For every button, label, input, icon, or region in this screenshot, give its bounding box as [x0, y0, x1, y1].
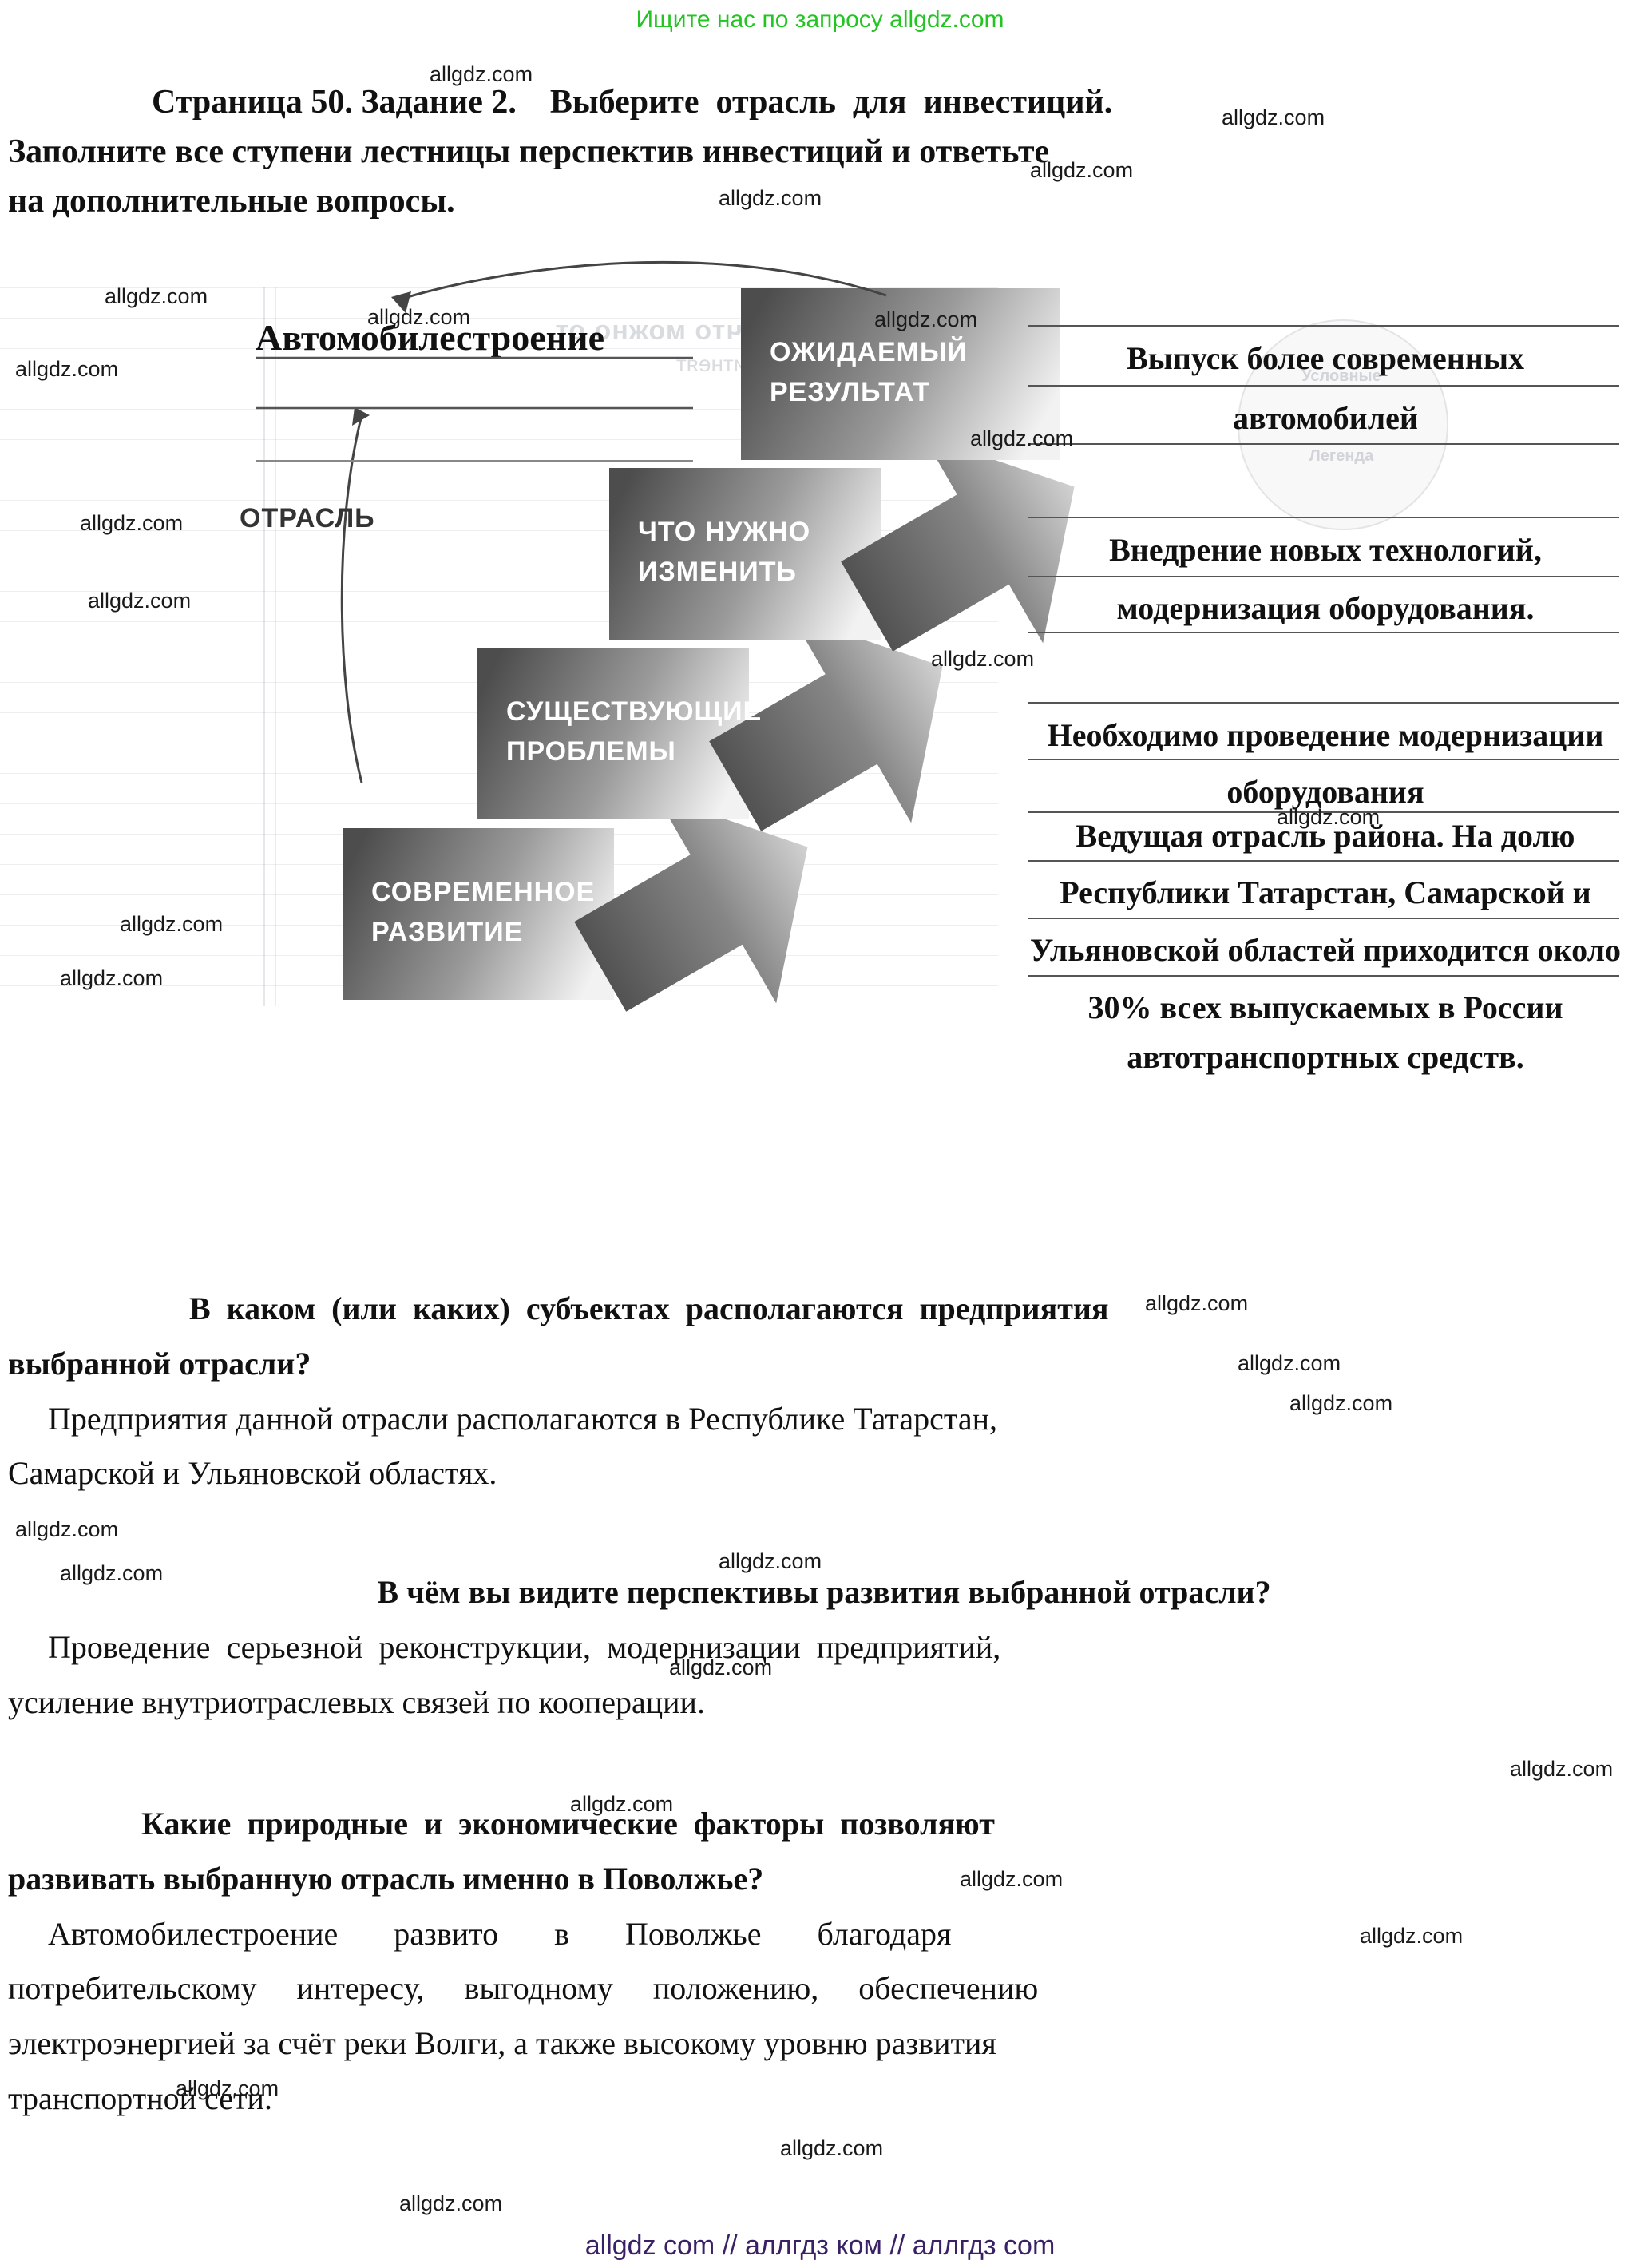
svg-text:модернизация оборудования.: модернизация оборудования.	[1117, 590, 1535, 626]
svg-text:автотранспортных средств.: автотранспортных средств.	[1127, 1039, 1524, 1075]
svg-text:РЕЗУЛЬТАТ: РЕЗУЛЬТАТ	[770, 377, 930, 407]
svg-text:Республики Татарстан, Самарско: Республики Татарстан, Самарской и	[1060, 874, 1590, 910]
svg-text:Ульяновской областей приходитс: Ульяновской областей приходится около	[1030, 932, 1621, 968]
svg-text:ОТРАСЛЬ: ОТРАСЛЬ	[240, 503, 375, 533]
svg-text:30% всех выпускаемых в России: 30% всех выпускаемых в России	[1088, 989, 1563, 1025]
svg-text:СУЩЕСТВУЮЩИЕ: СУЩЕСТВУЮЩИЕ	[506, 696, 762, 727]
svg-text:ОЖИДАЕМЫЙ: ОЖИДАЕМЫЙ	[770, 336, 968, 367]
svg-text:СОВРЕМЕННОЕ: СОВРЕМЕННОЕ	[371, 877, 595, 907]
svg-text:ПРОБЛЕМЫ: ПРОБЛЕМЫ	[506, 736, 676, 767]
svg-text:ЧТО НУЖНО: ЧТО НУЖНО	[638, 517, 810, 547]
svg-text:ИЗМЕНИТЬ: ИЗМЕНИТЬ	[638, 557, 797, 587]
svg-text:Выпуск более современных: Выпуск более современных	[1127, 340, 1524, 376]
svg-text:Необходимо проведение модерниз: Необходимо проведение модернизации	[1048, 717, 1604, 753]
svg-text:РАЗВИТИЕ: РАЗВИТИЕ	[371, 917, 523, 947]
svg-text:автомобилей: автомобилей	[1233, 400, 1418, 436]
svg-text:Внедрение новых технологий,: Внедрение новых технологий,	[1109, 532, 1542, 568]
